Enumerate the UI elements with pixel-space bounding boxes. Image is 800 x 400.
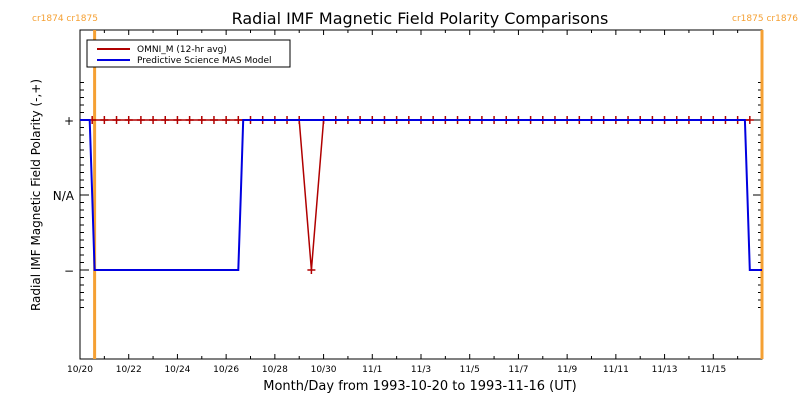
omni-data-point bbox=[100, 116, 109, 124]
mas-series-line bbox=[80, 119, 762, 271]
x-tick-label: 11/1 bbox=[362, 365, 382, 375]
x-axis-label: Month/Day from 1993-10-20 to 1993-11-16 … bbox=[263, 379, 576, 394]
x-tick-label: 10/28 bbox=[262, 365, 288, 375]
omni-data-point bbox=[234, 116, 243, 124]
chart-title: Radial IMF Magnetic Field Polarity Compa… bbox=[232, 9, 609, 28]
x-tick-label: 11/9 bbox=[557, 365, 577, 375]
omni-data-point bbox=[209, 116, 218, 124]
x-tick-label: 10/20 bbox=[67, 365, 93, 375]
x-tick-label: 10/30 bbox=[311, 365, 337, 375]
x-tick-label: 11/11 bbox=[603, 365, 629, 375]
legend-label: Predictive Science MAS Model bbox=[137, 56, 272, 66]
carrington-markers: cr1874 cr1875 cr1875 cr1876 bbox=[32, 14, 798, 359]
omni-data-point bbox=[149, 116, 158, 124]
omni-data-point bbox=[745, 116, 754, 124]
y-axis-label: Radial IMF Magnetic Field Polarity (-,+) bbox=[29, 79, 43, 311]
y-tick-label: + bbox=[64, 114, 74, 128]
omni-data-point bbox=[222, 116, 231, 124]
x-tick-label: 11/5 bbox=[460, 365, 480, 375]
omni-data-point bbox=[197, 116, 206, 124]
plot-frame bbox=[79, 29, 763, 360]
x-tick-label: 10/26 bbox=[213, 365, 239, 375]
legend-label: OMNI_M (12-hr avg) bbox=[137, 45, 227, 55]
y-tick-label: N/A bbox=[53, 189, 75, 203]
x-tick-label: 10/22 bbox=[116, 365, 142, 375]
y-tick-label: − bbox=[64, 264, 74, 278]
carrington-marker-label: cr1875 cr1876 bbox=[732, 14, 798, 24]
x-tick-label: 11/13 bbox=[652, 365, 678, 375]
omni-data-point bbox=[173, 116, 182, 124]
legend: OMNI_M (12-hr avg)Predictive Science MAS… bbox=[86, 39, 291, 68]
x-tick-label: 11/15 bbox=[700, 365, 726, 375]
axes: 10/20 10/22 10/24 10/26 10/28 10/30 11/1 11/3 11… bbox=[53, 29, 763, 375]
omni-series-line bbox=[92, 119, 750, 271]
legend-box bbox=[86, 39, 291, 68]
omni-data-point bbox=[161, 116, 170, 124]
omni-data-point bbox=[112, 116, 121, 124]
x-tick-label: 10/24 bbox=[164, 365, 190, 375]
omni-data-point bbox=[185, 116, 194, 124]
x-tick-label: 11/3 bbox=[411, 365, 431, 375]
omni-data-point bbox=[124, 116, 133, 124]
plot-area bbox=[80, 116, 762, 274]
carrington-marker-label: cr1874 cr1875 bbox=[32, 14, 98, 24]
x-tick-label: 11/7 bbox=[508, 365, 528, 375]
omni-data-point bbox=[136, 116, 145, 124]
omni-data-point bbox=[307, 266, 316, 274]
